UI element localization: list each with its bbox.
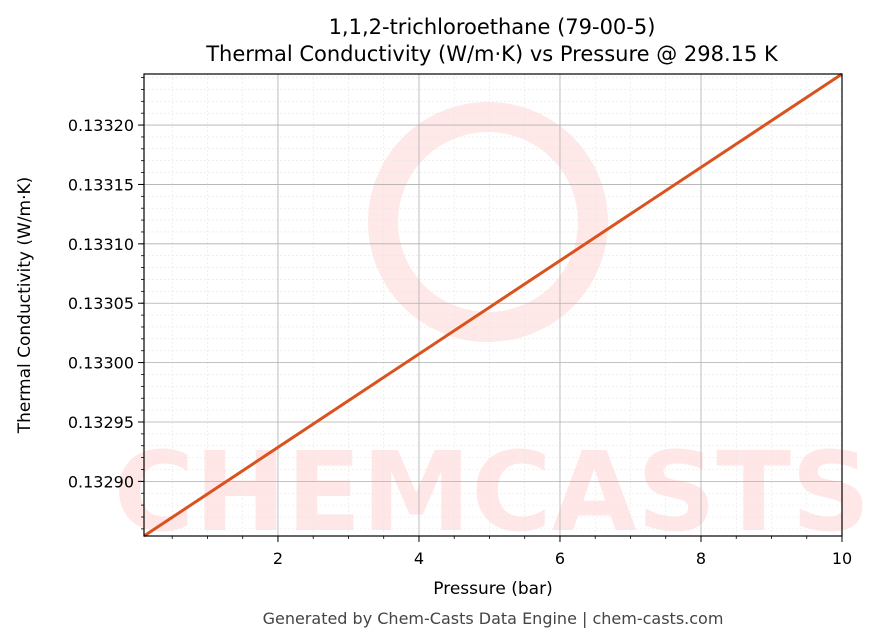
x-tick-label: 6 xyxy=(555,549,565,568)
y-axis-label: Thermal Conductivity (W/m·K) xyxy=(15,177,35,435)
y-tick-label: 0.13310 xyxy=(68,235,134,254)
y-tick-label: 0.13315 xyxy=(68,175,134,194)
y-tick-label: 0.13300 xyxy=(68,354,134,373)
x-tick-label: 2 xyxy=(273,549,283,568)
y-tick-label: 0.13305 xyxy=(68,294,134,313)
watermark: CHEMCASTS xyxy=(114,102,869,556)
footer-text: Generated by Chem-Casts Data Engine | ch… xyxy=(263,609,724,628)
y-tick-label: 0.13290 xyxy=(68,472,134,491)
series-layer xyxy=(143,72,843,538)
x-axis: 2 4 6 8 10 xyxy=(171,536,852,568)
watermark-logo-ring xyxy=(368,102,608,342)
y-axis: 0.13290 0.13295 0.13300 0.13305 0.13310 0.133… xyxy=(68,77,144,530)
watermark-text: CHEMCASTS xyxy=(114,428,869,556)
x-axis-label: Pressure (bar) xyxy=(433,579,552,599)
x-tick-label: 8 xyxy=(696,549,706,568)
series-line xyxy=(143,72,843,538)
plot-frame xyxy=(143,73,843,537)
x-tick-label: 4 xyxy=(414,549,424,568)
y-tick-label: 0.13295 xyxy=(68,413,134,432)
chart-subtitle: Thermal Conductivity (W/m·K) vs Pressure… xyxy=(205,42,779,66)
chart-title: 1,1,2-trichloroethane (79-00-5) xyxy=(329,15,656,39)
y-tick-label: 0.13320 xyxy=(68,116,134,135)
x-tick-label: 10 xyxy=(832,549,852,568)
